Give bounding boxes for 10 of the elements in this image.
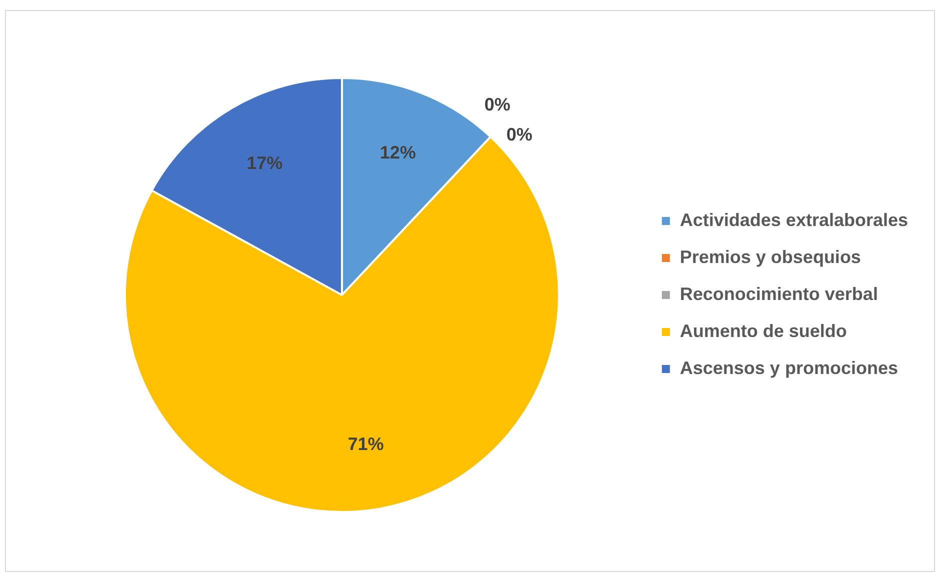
legend-label: Aumento de sueldo — [680, 320, 847, 341]
data-label: 71% — [348, 434, 384, 454]
legend-label: Premios y obsequios — [680, 246, 861, 267]
legend-label: Actividades extralaborales — [680, 210, 908, 230]
text: 0% — [484, 94, 510, 114]
data-label: 17% — [246, 153, 283, 174]
text: 0% — [506, 124, 532, 144]
data-label: 12% — [380, 142, 416, 163]
legend-label: Ascensos y promociones — [680, 358, 898, 378]
legend-label: Reconocimiento verbal — [680, 284, 878, 304]
